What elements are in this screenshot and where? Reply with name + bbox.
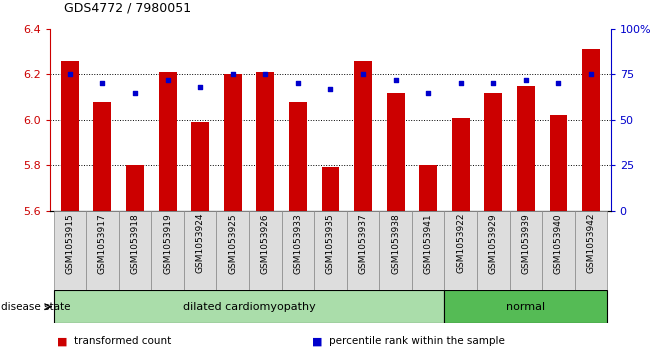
Point bbox=[456, 81, 466, 86]
Bar bbox=[386, 93, 405, 211]
Point bbox=[64, 72, 75, 77]
Point bbox=[130, 90, 140, 95]
Bar bbox=[582, 49, 600, 211]
Bar bbox=[542, 211, 575, 290]
Point bbox=[162, 77, 173, 83]
Bar bbox=[224, 74, 242, 211]
Text: GSM1053940: GSM1053940 bbox=[554, 213, 563, 274]
Point bbox=[358, 72, 368, 77]
Point bbox=[227, 72, 238, 77]
Point bbox=[97, 81, 108, 86]
Text: GSM1053941: GSM1053941 bbox=[423, 213, 433, 274]
Bar bbox=[54, 290, 444, 323]
Text: GDS4772 / 7980051: GDS4772 / 7980051 bbox=[64, 1, 191, 15]
Point bbox=[325, 86, 336, 92]
Text: GSM1053917: GSM1053917 bbox=[98, 213, 107, 274]
Bar bbox=[93, 102, 111, 211]
Bar bbox=[282, 211, 314, 290]
Bar bbox=[550, 115, 568, 211]
Bar bbox=[158, 72, 176, 211]
Text: GSM1053939: GSM1053939 bbox=[521, 213, 530, 274]
Bar bbox=[314, 211, 347, 290]
Text: GSM1053924: GSM1053924 bbox=[196, 213, 205, 273]
Text: transformed count: transformed count bbox=[74, 336, 171, 346]
Bar bbox=[452, 118, 470, 211]
Text: GSM1053935: GSM1053935 bbox=[326, 213, 335, 274]
Text: GSM1053933: GSM1053933 bbox=[293, 213, 303, 274]
Point bbox=[586, 72, 597, 77]
Bar bbox=[119, 211, 151, 290]
Bar bbox=[86, 211, 119, 290]
Text: GSM1053922: GSM1053922 bbox=[456, 213, 465, 273]
Text: GSM1053938: GSM1053938 bbox=[391, 213, 400, 274]
Bar bbox=[191, 122, 209, 211]
Point bbox=[521, 77, 531, 83]
Bar bbox=[354, 61, 372, 211]
Bar bbox=[321, 167, 340, 211]
Bar bbox=[510, 211, 542, 290]
Text: dilated cardiomyopathy: dilated cardiomyopathy bbox=[183, 302, 315, 312]
Bar bbox=[54, 211, 86, 290]
Bar bbox=[61, 61, 79, 211]
Bar bbox=[575, 211, 607, 290]
Text: ■: ■ bbox=[312, 336, 323, 346]
Point bbox=[391, 77, 401, 83]
Bar bbox=[249, 211, 282, 290]
Bar bbox=[347, 211, 379, 290]
Text: GSM1053929: GSM1053929 bbox=[489, 213, 498, 274]
Bar bbox=[477, 211, 510, 290]
Bar bbox=[484, 93, 503, 211]
Point bbox=[293, 81, 303, 86]
Bar bbox=[444, 211, 477, 290]
Text: GSM1053919: GSM1053919 bbox=[163, 213, 172, 274]
Point bbox=[195, 84, 205, 90]
Text: ■: ■ bbox=[57, 336, 68, 346]
Text: GSM1053915: GSM1053915 bbox=[65, 213, 74, 274]
Bar bbox=[256, 72, 274, 211]
Bar bbox=[184, 211, 217, 290]
Text: percentile rank within the sample: percentile rank within the sample bbox=[329, 336, 505, 346]
Bar bbox=[151, 211, 184, 290]
Bar bbox=[419, 165, 437, 211]
Bar bbox=[412, 211, 444, 290]
Bar bbox=[444, 290, 607, 323]
Point bbox=[488, 81, 499, 86]
Text: GSM1053937: GSM1053937 bbox=[358, 213, 368, 274]
Text: GSM1053926: GSM1053926 bbox=[261, 213, 270, 274]
Point bbox=[423, 90, 433, 95]
Point bbox=[260, 72, 270, 77]
Text: GSM1053942: GSM1053942 bbox=[586, 213, 596, 273]
Bar bbox=[289, 102, 307, 211]
Point bbox=[553, 81, 564, 86]
Bar bbox=[517, 86, 535, 211]
Text: GSM1053918: GSM1053918 bbox=[131, 213, 140, 274]
Text: normal: normal bbox=[507, 302, 546, 312]
Text: GSM1053925: GSM1053925 bbox=[228, 213, 238, 274]
Bar bbox=[217, 211, 249, 290]
Text: disease state: disease state bbox=[1, 302, 70, 312]
Bar bbox=[379, 211, 412, 290]
Bar bbox=[126, 165, 144, 211]
